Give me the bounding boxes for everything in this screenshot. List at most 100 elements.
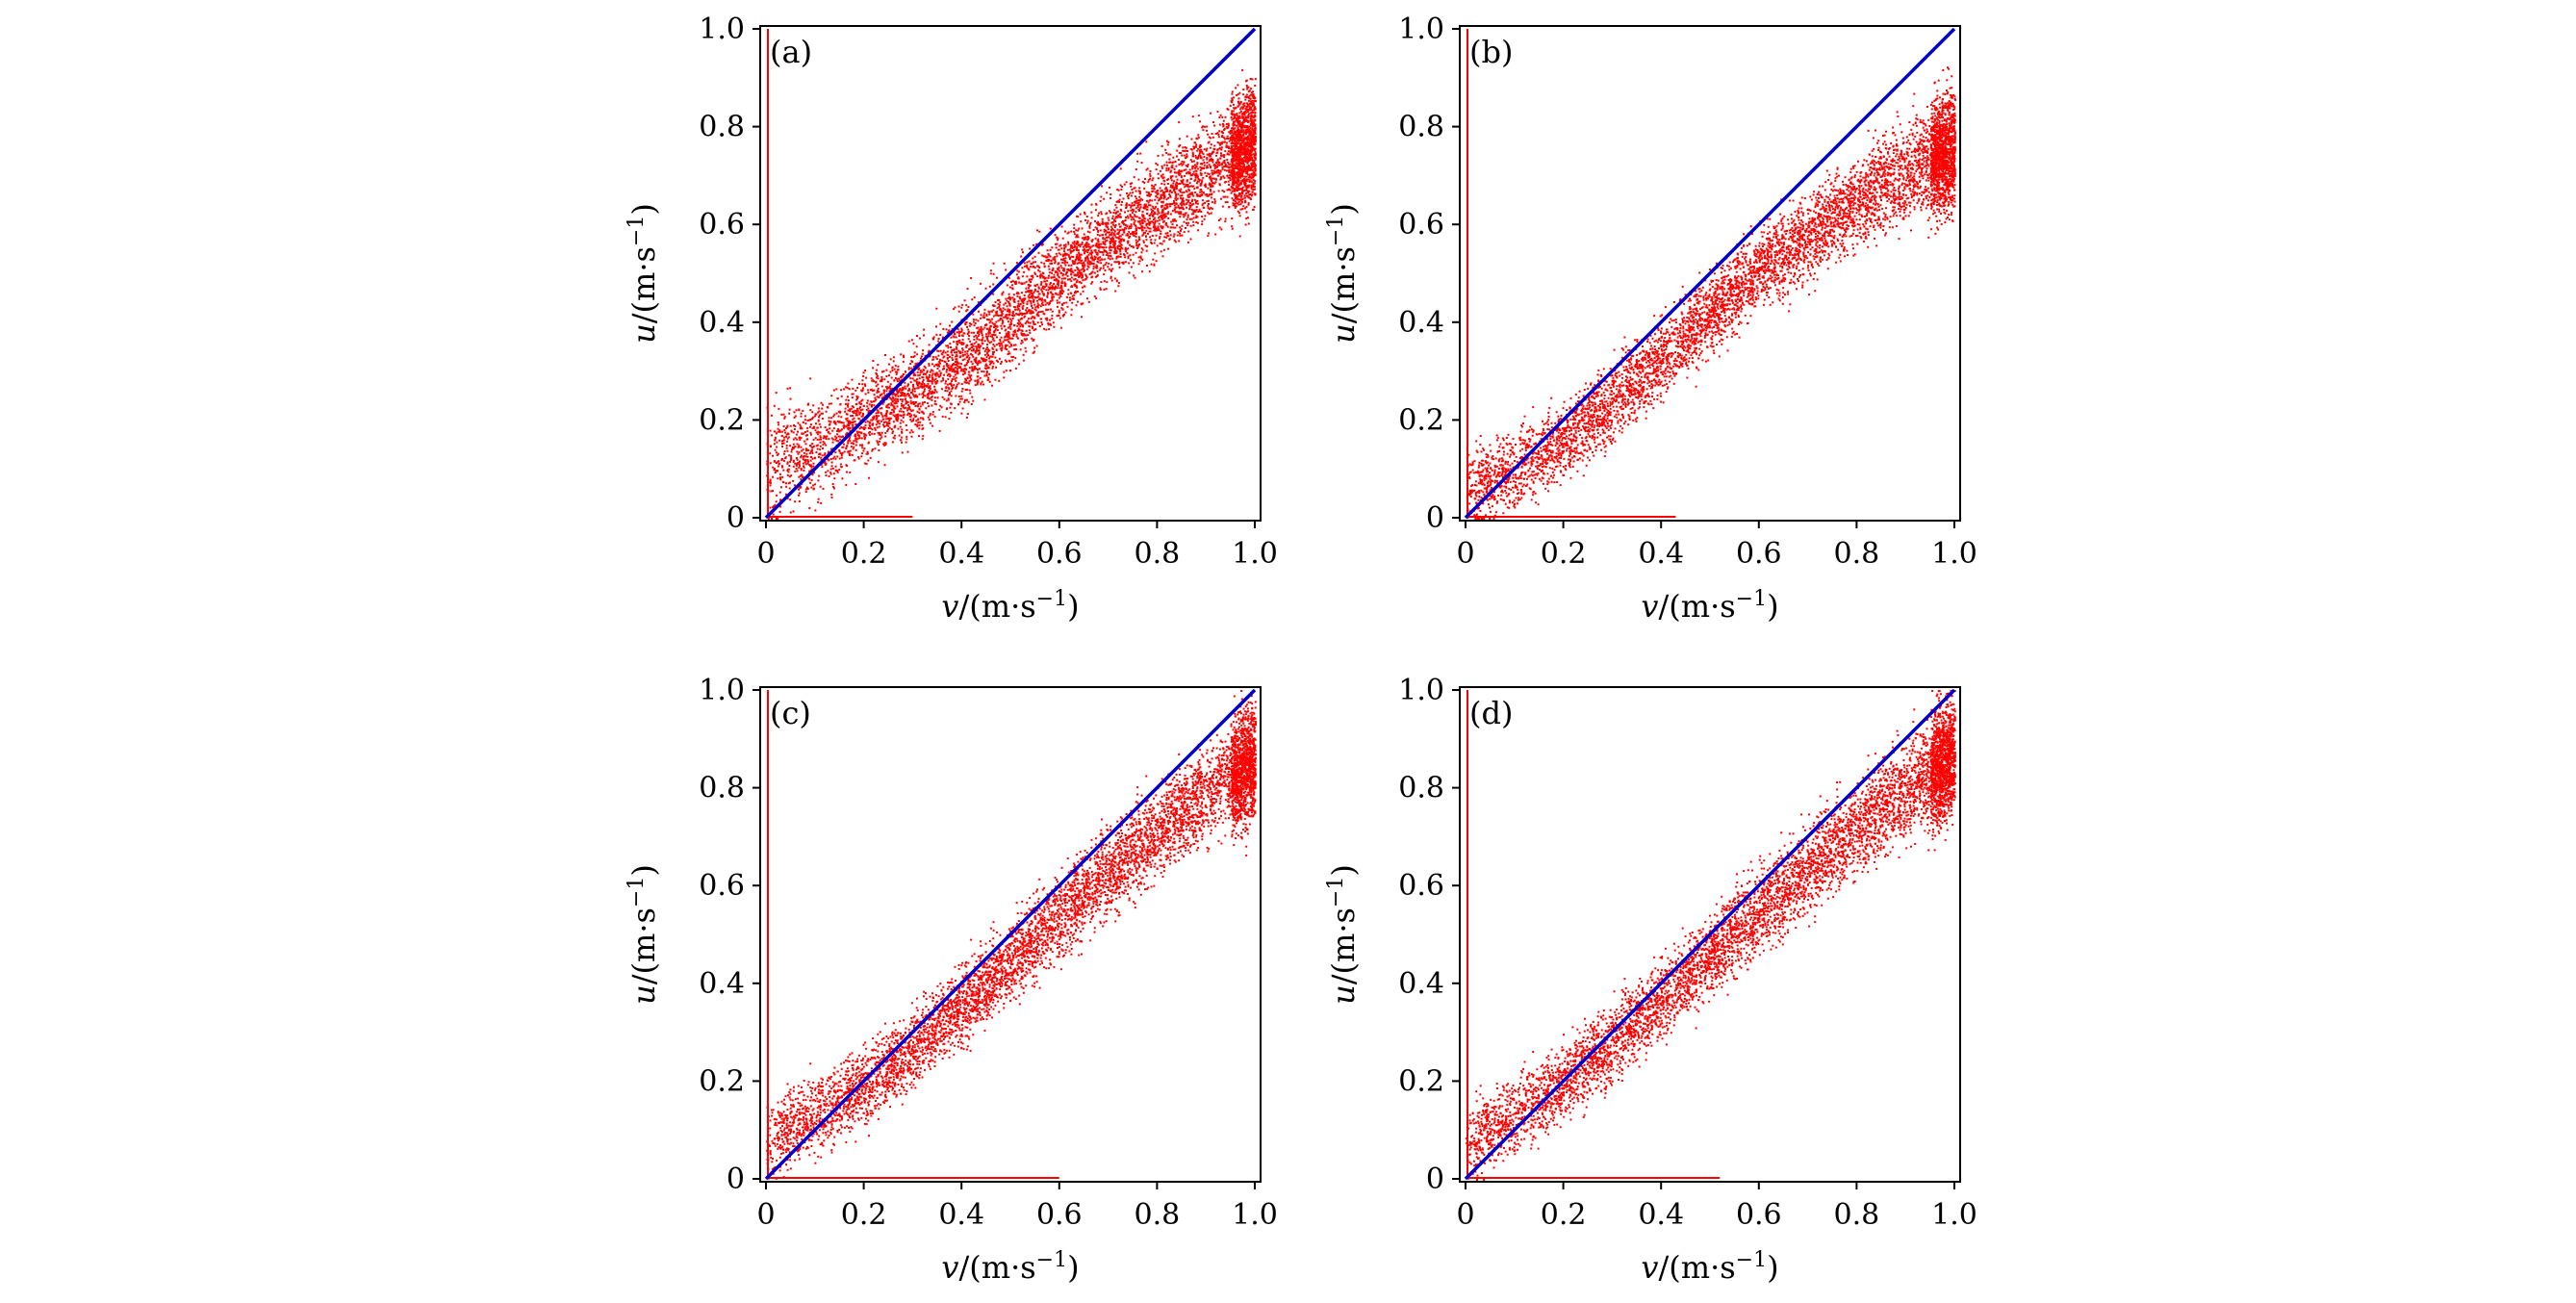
scatter-point <box>968 358 971 361</box>
scatter-point <box>904 370 906 373</box>
scatter-point <box>953 331 956 334</box>
scatter-point <box>1132 262 1135 265</box>
scatter-point <box>1242 141 1245 143</box>
scatter-point <box>1202 176 1205 179</box>
scatter-point <box>1058 317 1061 319</box>
scatter-point <box>1228 188 1231 191</box>
scatter-point <box>1107 252 1109 255</box>
scatter-point <box>1186 184 1189 186</box>
scatter-point <box>852 447 854 450</box>
scatter-point <box>1210 196 1212 199</box>
scatter-point <box>1073 241 1076 243</box>
scatter-point <box>959 367 962 370</box>
scatter-point <box>1163 215 1166 217</box>
scatter-point <box>956 385 957 388</box>
scatter-point <box>999 347 1002 350</box>
scatter-point <box>934 374 937 377</box>
scatter-point <box>1014 283 1017 285</box>
scatter-point <box>1237 201 1240 203</box>
scatter-point <box>931 374 933 377</box>
scatter-point <box>1175 165 1178 167</box>
scatter-point <box>1029 331 1032 334</box>
scatter-point <box>1031 293 1033 295</box>
scatter-point <box>880 434 882 437</box>
scatter-point <box>912 384 914 387</box>
scatter-point <box>1001 345 1004 347</box>
scatter-point <box>1208 232 1211 235</box>
scatter-point <box>1154 239 1157 242</box>
scatter-point <box>891 370 894 371</box>
scatter-point <box>1192 211 1195 213</box>
scatter-point <box>1180 179 1183 182</box>
scatter-point <box>822 441 825 443</box>
scatter-point <box>1077 229 1080 232</box>
scatter-point <box>1130 259 1132 262</box>
scatter-point <box>800 436 803 439</box>
scatter-point <box>951 320 954 323</box>
scatter-point <box>1165 152 1168 154</box>
scatter-point <box>1149 204 1152 207</box>
scatter-point <box>1156 193 1159 195</box>
scatter-point <box>965 364 968 366</box>
scatter-point <box>1036 321 1039 324</box>
scatter-point <box>961 359 964 362</box>
scatter-point <box>914 405 917 407</box>
scatter-point <box>1131 202 1134 205</box>
scatter-point <box>1061 237 1064 240</box>
scatter-point <box>786 424 789 427</box>
scatter-point <box>814 429 817 432</box>
scatter-point <box>1169 226 1172 229</box>
scatter-point <box>1236 117 1238 119</box>
scatter-point <box>1182 180 1185 183</box>
scatter-point <box>1060 247 1063 250</box>
scatter-point <box>1138 207 1141 210</box>
scatter-point <box>1169 230 1171 233</box>
scatter-point <box>804 447 807 450</box>
scatter-point <box>912 395 915 397</box>
scatter-point <box>856 409 859 412</box>
scatter-point <box>1137 256 1140 259</box>
scatter-point <box>1129 215 1132 217</box>
scatter-point <box>1095 267 1098 269</box>
scatter-point <box>1067 241 1070 243</box>
scatter-point <box>885 411 888 414</box>
scatter-point <box>996 276 998 279</box>
scatter-point <box>1217 136 1220 139</box>
scatter-point <box>1121 186 1123 188</box>
scatter-point <box>1143 207 1146 210</box>
scatter-point <box>1064 285 1067 287</box>
scatter-point <box>1129 192 1132 194</box>
scatter-point <box>1174 241 1177 243</box>
scatter-point <box>1130 225 1133 228</box>
scatter-point <box>1084 249 1087 252</box>
scatter-point <box>1087 248 1090 251</box>
scatter-point <box>840 456 843 459</box>
scatter-point <box>1016 291 1019 294</box>
scatter-point <box>785 427 787 429</box>
scatter-point <box>1004 339 1006 342</box>
scatter-point <box>777 430 779 433</box>
scatter-point <box>1210 178 1212 181</box>
scatter-point <box>992 337 995 340</box>
scatter-point <box>1186 180 1188 183</box>
scatter-point <box>866 450 869 453</box>
scatter-point <box>836 470 839 473</box>
scatter-point <box>1211 171 1213 174</box>
scatter-point <box>1197 115 1200 117</box>
scatter-point <box>977 326 980 329</box>
scatter-point <box>1151 187 1154 190</box>
scatter-point <box>1052 267 1055 269</box>
scatter-point <box>976 338 979 341</box>
scatter-point <box>1211 207 1213 210</box>
scatter-point <box>778 460 780 463</box>
scatter-point <box>1171 175 1174 178</box>
scatter-point <box>1030 274 1033 277</box>
scatter-point <box>889 370 892 373</box>
scatter-point <box>820 412 823 415</box>
scatter-point <box>847 428 850 431</box>
scatter-point <box>1199 193 1202 196</box>
scatter-point <box>973 324 976 327</box>
scatter-point <box>1008 342 1011 345</box>
scatter-point <box>1216 132 1219 135</box>
scatter-point <box>1248 134 1251 136</box>
